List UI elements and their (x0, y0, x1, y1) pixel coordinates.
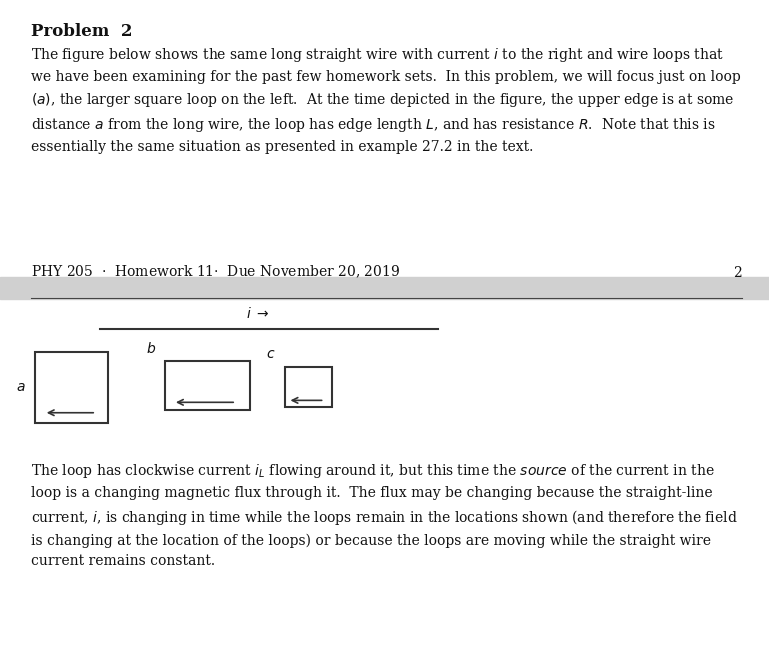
Text: The figure below shows the same long straight wire with current $i$ to the right: The figure below shows the same long str… (31, 46, 741, 154)
Text: The loop has clockwise current $i_L$ flowing around it, but this time the $\math: The loop has clockwise current $i_L$ flo… (31, 462, 737, 568)
Text: $a$: $a$ (16, 380, 25, 395)
Text: $c$: $c$ (266, 347, 275, 361)
Text: 2: 2 (734, 266, 742, 280)
Text: PHY 205  $\cdot$  Homework 11$\cdot$  Due November 20, 2019: PHY 205 $\cdot$ Homework 11$\cdot$ Due N… (31, 264, 400, 280)
Bar (0, 277, 769, 299)
Text: $b$: $b$ (146, 341, 156, 356)
Text: Problem  2: Problem 2 (31, 23, 132, 40)
Bar (35, 352, 108, 423)
Bar (165, 361, 250, 410)
Bar (285, 367, 332, 407)
Text: $i\;\rightarrow$: $i\;\rightarrow$ (246, 306, 269, 321)
